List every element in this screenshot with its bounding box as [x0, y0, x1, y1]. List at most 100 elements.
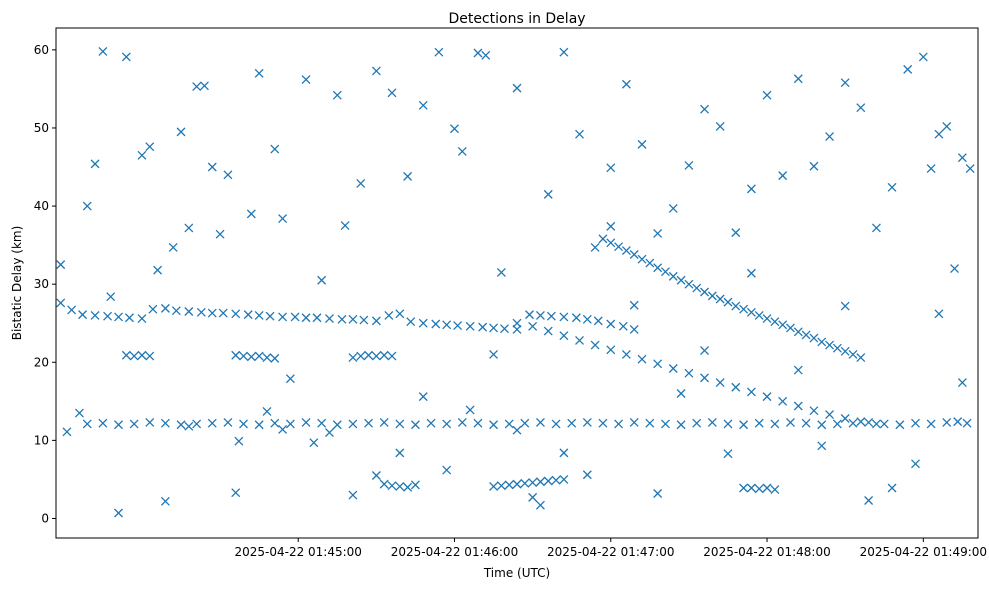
y-axis-label: Bistatic Delay (km): [10, 226, 24, 341]
data-point: [332, 90, 342, 100]
data-point: [348, 490, 358, 500]
data-point: [301, 417, 311, 427]
data-point: [778, 171, 788, 181]
data-point: [410, 420, 420, 430]
data-point: [196, 307, 206, 317]
data-point: [778, 320, 788, 330]
data-point: [618, 321, 628, 331]
data-point: [551, 475, 561, 485]
data-point: [184, 307, 194, 316]
data-point: [262, 353, 272, 363]
data-point: [629, 300, 639, 310]
data-point: [965, 164, 975, 174]
data-point: [106, 292, 116, 302]
data-point: [395, 309, 405, 319]
data-point: [356, 351, 366, 361]
chart-title: Detections in Delay: [448, 11, 585, 27]
data-point: [551, 419, 561, 429]
data-point: [489, 323, 499, 333]
data-point: [817, 420, 827, 430]
data-point: [614, 242, 624, 252]
data-point: [942, 121, 952, 131]
data-point: [746, 387, 756, 397]
data-point: [457, 146, 467, 156]
data-point: [246, 209, 256, 219]
data-point: [285, 419, 295, 429]
data-point: [67, 305, 77, 315]
data-point: [192, 419, 202, 429]
data-point: [243, 310, 253, 320]
data-point: [593, 316, 603, 326]
data-point: [309, 438, 319, 448]
data-point: [301, 75, 311, 85]
data-point: [418, 318, 428, 328]
data-point: [801, 418, 811, 428]
data-point: [926, 164, 936, 174]
data-point: [645, 418, 655, 428]
data-point: [778, 396, 788, 406]
data-point: [301, 313, 311, 323]
data-point: [606, 221, 616, 231]
data-point: [809, 406, 819, 416]
data-point: [403, 482, 413, 492]
data-point: [473, 418, 483, 428]
data-point: [348, 419, 358, 429]
data-point: [840, 78, 850, 88]
data-point: [199, 81, 209, 91]
data-point: [770, 419, 780, 429]
data-point: [129, 419, 139, 429]
data-point: [746, 483, 756, 493]
data-point: [887, 483, 897, 493]
data-point: [387, 88, 397, 98]
data-point: [121, 350, 131, 360]
data-point: [770, 317, 780, 327]
data-point: [856, 417, 866, 427]
data-point: [700, 373, 709, 383]
data-point: [653, 263, 663, 273]
data-point: [621, 246, 631, 256]
data-point: [715, 294, 725, 304]
data-point: [707, 417, 717, 427]
data-point: [715, 378, 725, 388]
data-point: [856, 353, 866, 363]
y-tick-label: 0: [41, 511, 49, 525]
data-point: [676, 389, 686, 398]
data-point: [559, 47, 569, 57]
data-point: [793, 401, 803, 411]
data-point: [290, 312, 300, 322]
data-point: [431, 319, 441, 329]
data-point: [332, 420, 342, 430]
data-point: [571, 313, 581, 323]
data-point: [56, 260, 66, 270]
data-point: [325, 314, 334, 323]
data-point: [168, 243, 178, 252]
data-point: [98, 46, 108, 56]
data-point: [957, 153, 967, 163]
data-point: [535, 477, 545, 487]
data-markers: [56, 46, 975, 518]
data-point: [754, 484, 764, 494]
data-point: [337, 314, 347, 324]
data-point: [786, 323, 795, 333]
data-point: [457, 417, 467, 427]
data-point: [103, 311, 113, 321]
data-point: [950, 264, 960, 274]
data-point: [559, 312, 569, 322]
data-point: [496, 481, 506, 491]
data-point: [410, 480, 420, 490]
data-point: [395, 481, 405, 491]
data-point: [723, 449, 733, 459]
data-point: [817, 441, 827, 451]
data-point: [848, 418, 858, 428]
data-point: [637, 139, 647, 149]
data-point: [887, 182, 897, 192]
data-point: [426, 418, 436, 428]
data-point: [786, 417, 795, 427]
data-point: [942, 417, 952, 427]
data-point: [731, 382, 741, 392]
data-point: [525, 310, 534, 320]
data-point: [871, 419, 881, 429]
data-point: [754, 310, 764, 320]
data-point: [145, 142, 155, 152]
